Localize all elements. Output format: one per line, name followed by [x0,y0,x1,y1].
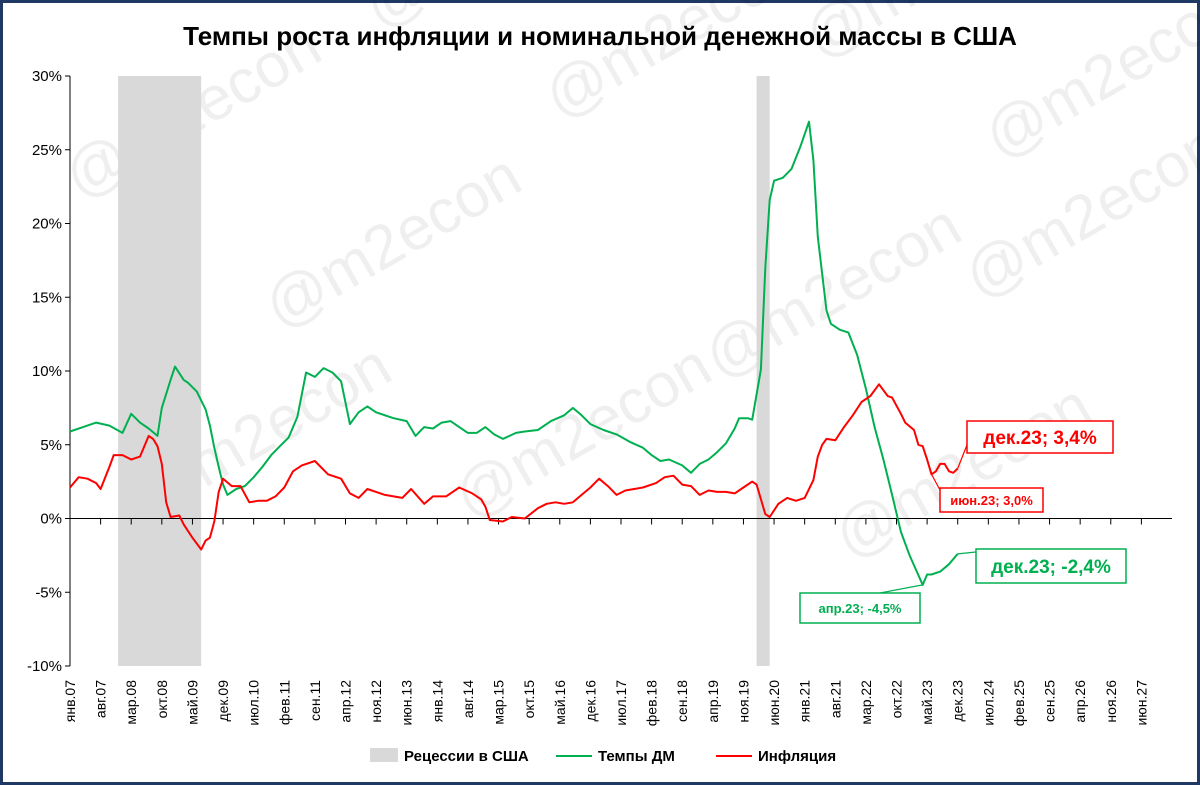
legend-recession-label: Рецессии в США [404,748,529,765]
x-tick-label: май.09 [184,680,200,725]
x-tick-label: июл.17 [613,680,629,726]
callout-cpi-jun23-label: июн.23; 3,0% [950,493,1033,508]
callout-cpi-dec23-leader [957,444,968,469]
legend-recession-swatch [370,748,398,762]
callout-cpi-jun23-box [939,487,1044,513]
y-tick-label: 20% [32,216,62,233]
callout-m2-dec23-leader [957,551,977,555]
x-tick-label: авг.14 [460,680,476,718]
callout-m2-apr23-label: апр.23; -4,5% [819,601,902,616]
x-tick-label: июн.20 [766,680,782,726]
y-tick-label: 10% [32,363,62,380]
callout-cpi-dec23-box [966,420,1114,454]
x-tick-label: окт.15 [521,680,537,719]
x-tick-label: авг.07 [93,680,109,718]
callout-m2-dec23-label: дек.23; -2,4% [991,557,1111,578]
x-tick-label: авг.21 [827,680,843,718]
x-tick-label: фев.11 [276,680,292,725]
y-tick-label: 30% [32,68,62,85]
x-tick-label: фев.25 [1011,680,1027,726]
x-tick-label: ноя.26 [1103,680,1119,723]
x-tick-label: мар.15 [491,680,507,725]
watermark-text: @m2econ [443,331,723,533]
x-tick-label: сен.11 [307,680,323,721]
x-tick-label: ноя.12 [368,680,384,723]
x-tick-label: окт.22 [889,680,905,719]
x-tick-label: янв.14 [429,680,445,722]
x-tick-label: июн.27 [1133,680,1149,726]
x-tick-label: сен.25 [1042,680,1058,722]
x-tick-label: окт.08 [154,680,170,719]
watermark-text: @m2econ [793,0,1073,72]
x-tick-label: ноя.19 [735,680,751,723]
x-tick-label: апр.19 [705,680,721,723]
x-tick-label: апр.26 [1072,680,1088,723]
y-tick-label: -5% [35,584,62,601]
recession-band [118,76,202,666]
callout-cpi-jun23-leader [930,473,941,491]
x-tick-label: янв.07 [62,680,78,722]
y-tick-label: 15% [32,289,62,306]
x-tick-label: дек.09 [215,680,231,722]
x-tick-label: дек.16 [582,680,598,722]
x-tick-label: фев.18 [644,680,660,726]
x-tick-label: мар.22 [858,680,874,725]
x-tick-label: май.16 [552,680,568,725]
callout-cpi-dec23-label: дек.23; 3,4% [983,428,1097,449]
watermark-text: @m2econ [253,141,533,343]
legend-cpi-label: Инфляция [758,748,836,765]
x-tick-label: июл.10 [246,680,262,726]
x-tick-label: сен.18 [674,680,690,722]
callout-m2-apr23-box [799,592,921,624]
recession-band [756,76,770,666]
watermark-text: @m2econ [533,0,813,132]
chart-title: Темпы роста инфляции и номинальной денеж… [183,21,1017,51]
x-tick-label: июл.24 [980,680,996,726]
callout-m2-apr23-leader [879,584,923,594]
y-tick-label: -10% [27,658,62,675]
watermark-text: @m2econ [353,0,633,42]
y-tick-label: 5% [40,437,62,454]
inflation-series-line [69,383,959,551]
x-tick-label: дек.23 [950,680,966,722]
callout-m2-dec23-box [975,548,1127,584]
money-supply-series-line [69,120,959,586]
x-tick-label: июн.13 [399,680,415,726]
watermark-text: @m2econ [693,191,973,393]
x-tick-label: янв.21 [797,680,813,722]
y-tick-label: 25% [32,142,62,159]
legend-m2-label: Темпы ДМ [598,748,675,765]
y-tick-label: 0% [40,511,62,528]
x-tick-label: май.23 [919,680,935,725]
x-tick-label: апр.12 [338,680,354,723]
x-tick-label: мар.08 [123,680,139,725]
